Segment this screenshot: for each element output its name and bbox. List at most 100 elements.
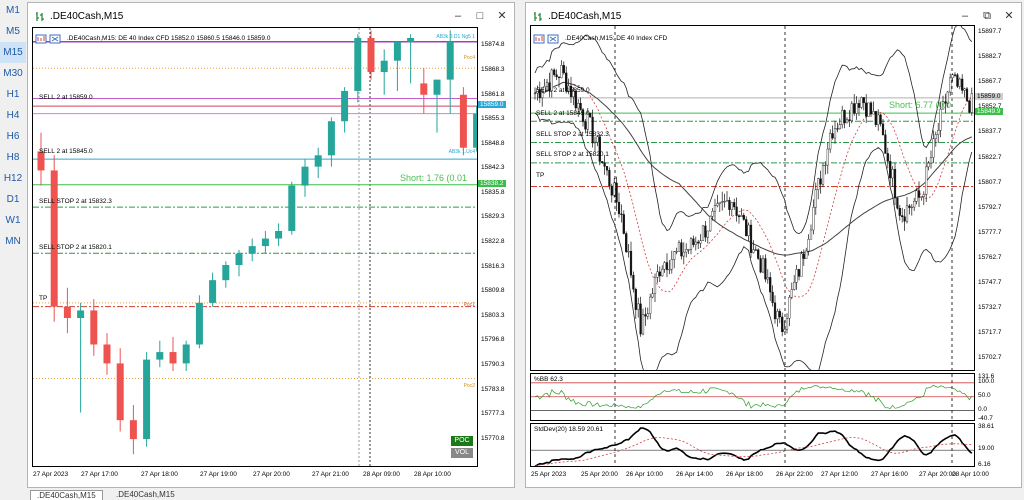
restore-icon[interactable]: ⧉ <box>983 10 991 22</box>
price-tag: 15849.9 <box>975 108 1003 116</box>
stddev-indicator <box>531 424 974 466</box>
close-icon[interactable]: ✕ <box>1004 10 1014 22</box>
time-tick: 27 Apr 16:00 <box>871 471 908 478</box>
candle-body <box>879 114 882 125</box>
chart-symbol-icons <box>35 34 61 44</box>
time-tick: 27 Apr 17:00 <box>81 471 118 478</box>
candle-body <box>584 121 587 130</box>
poc-button[interactable]: POC <box>451 436 473 446</box>
candle-body <box>555 74 558 78</box>
candle-body <box>735 206 738 216</box>
candle-body <box>550 69 553 91</box>
price-tick: 15770.8 <box>481 434 505 442</box>
vol-button[interactable]: VOL <box>451 448 473 458</box>
time-tick: 27 Apr 21:00 <box>312 471 349 478</box>
candle-body <box>795 269 798 283</box>
level-label-tp: TP <box>536 172 545 179</box>
level-label-sellstop-2: SELL STOP 2 at 15820.1 <box>39 244 112 251</box>
candle-body <box>956 74 959 87</box>
time-axis: 27 Apr 2023 27 Apr 17:00 27 Apr 18:00 27 Ap… <box>32 467 478 485</box>
candle-body <box>793 282 796 290</box>
candle-body <box>545 82 549 87</box>
candle-body <box>831 133 834 139</box>
timeframe-m5[interactable]: M5 <box>6 26 20 37</box>
candle-body <box>143 359 151 440</box>
candle-body <box>845 119 849 124</box>
timeframe-m1[interactable]: M1 <box>6 5 20 16</box>
level-label-sell-1: SELL 2 at 15859.0 <box>536 87 590 94</box>
candle-body <box>920 196 923 198</box>
price-tag: 15838.2 <box>478 179 506 187</box>
price-chart[interactable]: .DE40Cash,M15: DE 40 Index CFD SELL 2 at… <box>530 25 975 371</box>
candle-body <box>826 148 829 166</box>
candle-body <box>689 238 693 250</box>
candle-body <box>970 93 973 113</box>
chart-tabs: .DE40Cash,M15 .DE40Cash,M15 <box>26 490 1024 500</box>
candle-body <box>341 90 349 122</box>
indicator-tick: 0.0 <box>978 405 988 413</box>
stddev-panel[interactable]: StdDev(20) 18.59 20.61 <box>530 423 975 467</box>
timeframe-h4[interactable]: H4 <box>6 110 20 121</box>
candle-body <box>769 277 772 293</box>
candle-body <box>718 201 721 204</box>
candle-body <box>747 224 750 237</box>
candle-body <box>656 271 659 278</box>
candle-body <box>884 134 887 154</box>
candle-body <box>778 311 781 318</box>
candle-body <box>574 91 577 109</box>
timeframe-mn[interactable]: MN <box>5 236 21 247</box>
price-axis: 15874.8 15868.3 15861.8 15855.3 15848.8 15842… <box>478 27 514 467</box>
price-tick: 15868.3 <box>481 65 505 73</box>
candle-body <box>562 65 565 74</box>
time-tick: 27 Apr 19:00 <box>200 471 237 478</box>
level-label-sellstop-1: SELL STOP 2 at 15832.3 <box>39 198 112 205</box>
candle-body <box>77 310 85 318</box>
candle-body <box>629 251 633 276</box>
price-tick: 15822.8 <box>481 238 505 246</box>
timeframe-h8[interactable]: H8 <box>6 152 20 163</box>
candle-body <box>694 241 697 245</box>
candle-body <box>910 206 913 209</box>
timeframe-m30[interactable]: M30 <box>3 68 23 79</box>
time-tick: 25 Apr 2023 <box>531 471 567 478</box>
candle-body <box>886 153 889 162</box>
window-title-bar[interactable]: .DE40Cash,M15 – □ ✕ <box>28 3 514 31</box>
candle-body <box>610 185 613 196</box>
candle-body <box>934 134 937 139</box>
price-chart[interactable]: .DE40Cash,M15: DE 40 Index CFD 15852.0 1… <box>32 27 478 467</box>
tab-chart-1[interactable]: .DE40Cash,M15 <box>30 490 103 500</box>
timeframe-h1[interactable]: H1 <box>6 89 20 100</box>
bb-percent-line <box>534 384 973 410</box>
candle-body <box>632 274 635 290</box>
timeframe-h12[interactable]: H12 <box>3 173 23 184</box>
indicator-label: %BB 62.3 <box>534 376 563 383</box>
time-tick: 28 Apr 09:00 <box>363 471 400 478</box>
candle-body <box>301 166 309 186</box>
close-icon[interactable]: ✕ <box>497 10 507 22</box>
minimize-icon[interactable]: – <box>454 10 462 22</box>
level-label-sellstop-1: SELL STOP 2 at 15832.3 <box>536 131 609 138</box>
candle-body <box>63 306 71 318</box>
timeframe-h6[interactable]: H6 <box>6 131 20 142</box>
candle-body <box>699 240 702 244</box>
minimize-icon[interactable]: – <box>961 10 969 22</box>
candle-body <box>853 103 856 114</box>
timeframe-m15[interactable]: M15 <box>0 42 26 63</box>
tab-chart-2[interactable]: .DE40Cash,M15 <box>116 490 175 499</box>
candle-body <box>723 201 726 203</box>
bb-percent-panel[interactable]: %BB 62.3 <box>530 373 975 421</box>
indicator-tick: -40.7 <box>978 415 993 422</box>
candle-body <box>473 113 477 148</box>
candle-body <box>716 203 719 206</box>
candle-body <box>941 101 945 110</box>
timeframe-d1[interactable]: D1 <box>6 194 20 205</box>
candle-body <box>367 38 375 73</box>
candle-body <box>901 215 904 217</box>
candle-body <box>557 76 561 79</box>
price-tick: 15842.3 <box>481 164 505 172</box>
maximize-icon[interactable]: □ <box>476 10 484 22</box>
timeframe-w1[interactable]: W1 <box>5 215 21 226</box>
candle-body <box>733 202 736 208</box>
band-label-top: AB3k 3.D1 Ng5 1 <box>436 34 475 40</box>
candle-body <box>706 230 709 238</box>
